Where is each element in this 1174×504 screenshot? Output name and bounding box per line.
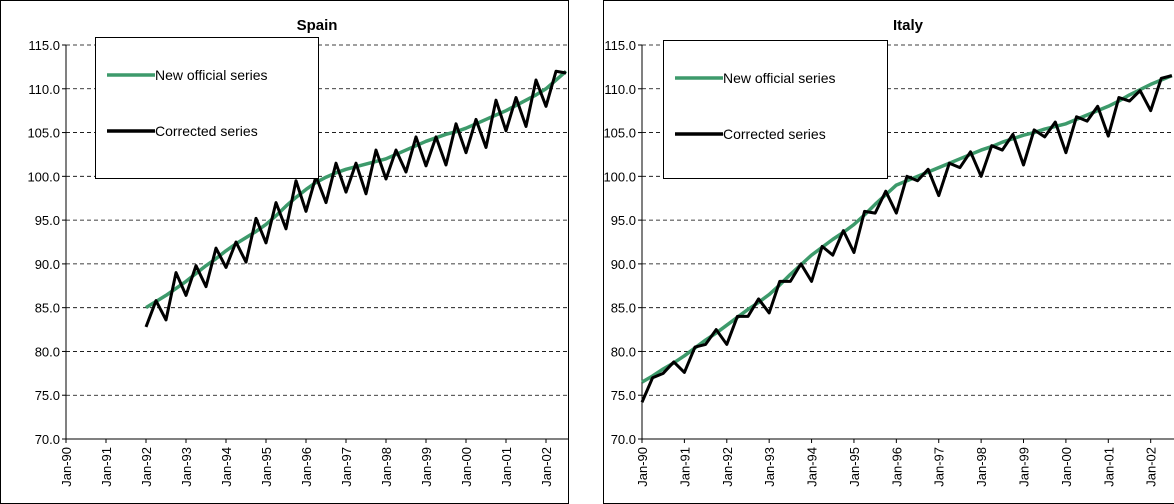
y-tick-label: 100.0 bbox=[27, 169, 60, 184]
x-tick-label: Jan-97 bbox=[339, 447, 354, 487]
y-tick-label: 80.0 bbox=[611, 344, 636, 359]
y-tick-label: 85.0 bbox=[611, 301, 636, 316]
y-tick-label: 110.0 bbox=[604, 82, 636, 97]
legend-label: New official series bbox=[155, 67, 268, 83]
x-tick-label: Jan-98 bbox=[379, 447, 394, 487]
y-tick-label: 105.0 bbox=[603, 126, 636, 141]
y-tick-label: 95.0 bbox=[611, 213, 636, 228]
chart-title: Spain bbox=[297, 17, 338, 34]
chart-title: Italy bbox=[893, 17, 924, 34]
series-line bbox=[144, 69, 567, 328]
x-tick-label: Jan-92 bbox=[720, 447, 735, 487]
y-tick-label: 100.0 bbox=[603, 169, 636, 184]
x-tick-label: Jan-90 bbox=[635, 447, 650, 487]
x-tick-label: Jan-02 bbox=[539, 447, 554, 487]
y-tick-label: 75.0 bbox=[611, 388, 636, 403]
x-tick-label: Jan-95 bbox=[259, 447, 274, 487]
x-tick-label: Jan-98 bbox=[974, 447, 989, 487]
legend-box bbox=[95, 37, 319, 179]
x-tick-label: Jan-93 bbox=[179, 447, 194, 487]
x-tick-label: Jan-90 bbox=[59, 447, 74, 487]
y-tick-label: 70.0 bbox=[611, 432, 636, 447]
y-tick-label: 85.0 bbox=[35, 301, 60, 316]
panel: Spain 70.0 75.0 80.0 85.0 90.0 95.0 100.0 105.0 1… bbox=[0, 0, 569, 504]
y-tick-label: 75.0 bbox=[35, 388, 60, 403]
y-tick-label: 95.0 bbox=[35, 213, 60, 228]
x-tick-label: Jan-00 bbox=[459, 447, 474, 487]
x-tick-label: Jan-96 bbox=[889, 447, 904, 487]
x-tick-label: Jan-01 bbox=[499, 447, 514, 487]
y-tick-label: 80.0 bbox=[35, 344, 60, 359]
x-tick-label: Jan-91 bbox=[99, 447, 114, 487]
x-tick-label: Jan-99 bbox=[419, 447, 434, 487]
x-tick-label: Jan-94 bbox=[219, 447, 234, 487]
y-tick-label: 115.0 bbox=[604, 38, 636, 53]
panel: Italy 70.0 75.0 80.0 85.0 90.0 95.0 100.0 105.0 1… bbox=[603, 0, 1174, 504]
legend: New official series Corrected series bbox=[663, 40, 888, 179]
x-tick-label: Jan-92 bbox=[139, 447, 154, 487]
x-tick-label: Jan-01 bbox=[1101, 447, 1116, 487]
y-tick-label: 105.0 bbox=[27, 126, 60, 141]
legend-label: Corrected series bbox=[155, 123, 258, 139]
series-line bbox=[640, 74, 1173, 403]
legend-label: Corrected series bbox=[723, 126, 826, 142]
y-tick-label: 70.0 bbox=[35, 432, 60, 447]
x-tick-label: Jan-95 bbox=[847, 447, 862, 487]
y-tick-label: 90.0 bbox=[611, 257, 636, 272]
x-tick-label: Jan-00 bbox=[1059, 447, 1074, 487]
x-tick-label: Jan-94 bbox=[805, 447, 820, 487]
x-tick-label: Jan-99 bbox=[1017, 447, 1032, 487]
y-tick-label: 90.0 bbox=[35, 257, 60, 272]
y-tick-label: 110.0 bbox=[28, 82, 60, 97]
y-tick-label: 115.0 bbox=[28, 38, 60, 53]
legend-box bbox=[663, 40, 888, 179]
x-tick-label: Jan-93 bbox=[762, 447, 777, 487]
legend-label: New official series bbox=[723, 70, 836, 86]
x-tick-label: Jan-02 bbox=[1144, 447, 1159, 487]
legend: New official series Corrected series bbox=[95, 37, 319, 179]
x-tick-label: Jan-97 bbox=[932, 447, 947, 487]
x-tick-label: Jan-91 bbox=[677, 447, 692, 487]
x-tick-label: Jan-96 bbox=[299, 447, 314, 487]
